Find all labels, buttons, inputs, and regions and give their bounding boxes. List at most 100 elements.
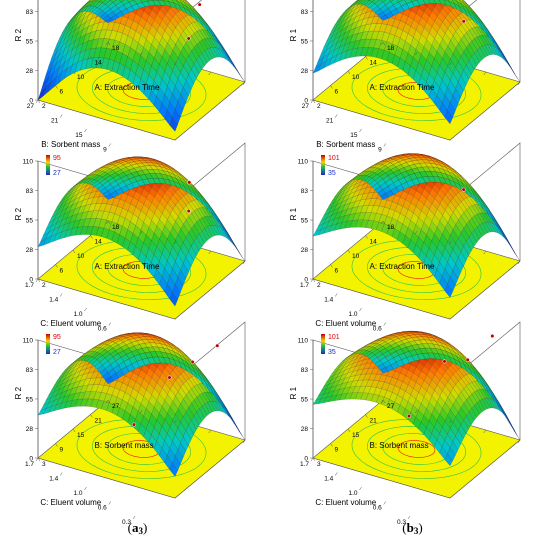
z-tick-label: 0 (29, 456, 33, 463)
y-tick-label: 0.3 (397, 519, 406, 526)
z-tick-label: 110 (23, 338, 34, 345)
legend-max: 101 (328, 155, 340, 162)
chart-panel-a2: 110 83 55 28 0 R 2 95 27 2 6 10 14 18 A: Extraction T… (0, 142, 275, 357)
z-axis-label: R 1 (289, 386, 298, 399)
z-tick-label: 28 (301, 68, 309, 75)
z-tick-label: 55 (301, 218, 309, 225)
y-tick-label: 1.4 (324, 297, 333, 304)
panel-caption: (a3) (127, 520, 148, 536)
x-tick-label: 27 (387, 403, 395, 410)
z-tick-label: 0 (304, 456, 308, 463)
y-tick-label: 27 (302, 103, 310, 110)
surface-plot: 110 83 55 28 0 R 2 95 27 2 6 10 14 18 A: Extraction T… (14, 142, 246, 347)
design-point-top (187, 180, 192, 185)
x-axis-label: A: Extraction Time (370, 83, 435, 92)
x-tick-label: 18 (112, 45, 120, 52)
y-tick-label: 9 (103, 147, 107, 154)
y-axis-label: C: Eluent volume (315, 319, 376, 328)
design-point-left (132, 422, 137, 427)
x-tick-label: 6 (60, 89, 64, 96)
y-tick-label: 1.7 (300, 282, 309, 289)
x-tick-label: 2 (317, 282, 321, 289)
surface-plot: 110 83 55 28 0 R 1 101 35 3 9 15 21 27 B: Sorbent mas… (289, 321, 521, 526)
x-tick-label: 2 (42, 282, 46, 289)
x-axis: 2 6 10 14 18 (312, 220, 395, 289)
z-axis-label: R 2 (14, 386, 23, 399)
contour-line (351, 240, 482, 300)
y-tick-label: 0.6 (373, 326, 382, 333)
color-legend: 101 35 (321, 334, 340, 356)
z-axis-label: R 2 (14, 207, 23, 220)
design-point-top (190, 359, 195, 365)
x-axis: 2 6 10 14 18 (312, 41, 395, 110)
y-tick-label: 0.3 (122, 519, 131, 526)
z-tick-label: 28 (26, 426, 34, 433)
y-axis: 0.3 0.6 1.0 1.4 1.7 (25, 399, 246, 526)
response-surface (312, 153, 521, 298)
z-tick-label: 55 (301, 39, 309, 46)
legend-min: 35 (328, 349, 336, 356)
z-tick-label: 110 (23, 159, 34, 166)
x-tick-label: 3 (42, 461, 46, 468)
surface-cell (380, 367, 389, 374)
z-tick-label: 28 (26, 68, 34, 75)
y-tick-label: 1.7 (25, 282, 34, 289)
y-tick-label: 15 (350, 132, 358, 139)
x-tick-label: 6 (335, 268, 339, 275)
z-tick-label: 83 (26, 367, 34, 374)
design-point-right (461, 19, 466, 24)
response-surface (37, 332, 246, 477)
design-point-front (442, 359, 447, 364)
y-tick-label: 15 (75, 132, 83, 139)
legend-gradient (321, 334, 325, 354)
legend-max: 101 (328, 334, 340, 341)
x-tick-label: 15 (77, 432, 85, 439)
chart-panel-b1: 110 83 55 28 0 R 1 101 35 2 6 10 14 18 A: Extraction … (275, 0, 550, 178)
y-tick-label: 1.4 (324, 476, 333, 483)
caption-letter: a (132, 520, 139, 535)
contour-line (367, 426, 466, 472)
z-tick-label: 28 (301, 247, 309, 254)
legend-min: 27 (53, 349, 61, 356)
caption-index: 3 (413, 526, 419, 536)
surface-cell (380, 14, 389, 21)
x-axis: 2 6 10 14 18 (37, 220, 120, 289)
design-point-right (186, 209, 191, 214)
surface-cell (380, 193, 389, 200)
z-tick-label: 0 (304, 277, 308, 284)
z-tick-label: 110 (298, 338, 309, 345)
x-tick-label: 14 (370, 239, 378, 246)
x-tick-label: 18 (112, 224, 120, 231)
surface-cell (454, 0, 458, 2)
design-point-front (167, 375, 172, 380)
legend-min: 27 (53, 170, 61, 177)
x-tick-label: 2 (317, 103, 321, 110)
x-tick-label: 2 (42, 103, 46, 110)
surface-cell (105, 376, 114, 385)
y-tick-label: 1.7 (300, 461, 309, 468)
x-tick-label: 14 (95, 60, 103, 67)
y-tick-label: 21 (326, 118, 334, 125)
z-axis-label: R 1 (289, 207, 298, 220)
response-surface (312, 0, 521, 125)
y-axis-label: C: Eluent volume (40, 498, 101, 507)
y-tick-label: 1.0 (348, 311, 357, 318)
x-tick-label: 27 (112, 403, 120, 410)
y-tick-label: 27 (27, 103, 35, 110)
x-tick-label: 10 (77, 74, 85, 81)
x-tick-label: 9 (60, 447, 64, 454)
z-tick-label: 28 (26, 247, 34, 254)
x-tick-label: 6 (60, 268, 64, 275)
z-axis-label: R 2 (14, 28, 23, 41)
color-legend: 101 35 (321, 155, 340, 177)
chart-panel-a1: 110 83 55 28 0 R 2 95 27 2 6 10 14 18 A: Extraction T… (0, 0, 275, 178)
z-tick-label: 83 (26, 188, 34, 195)
chart-panel-a3: 110 83 55 28 0 R 2 95 27 3 9 15 21 27 B: Sorbent mass… (0, 321, 275, 536)
x-tick-label: 14 (95, 239, 103, 246)
contour-line (351, 419, 482, 479)
